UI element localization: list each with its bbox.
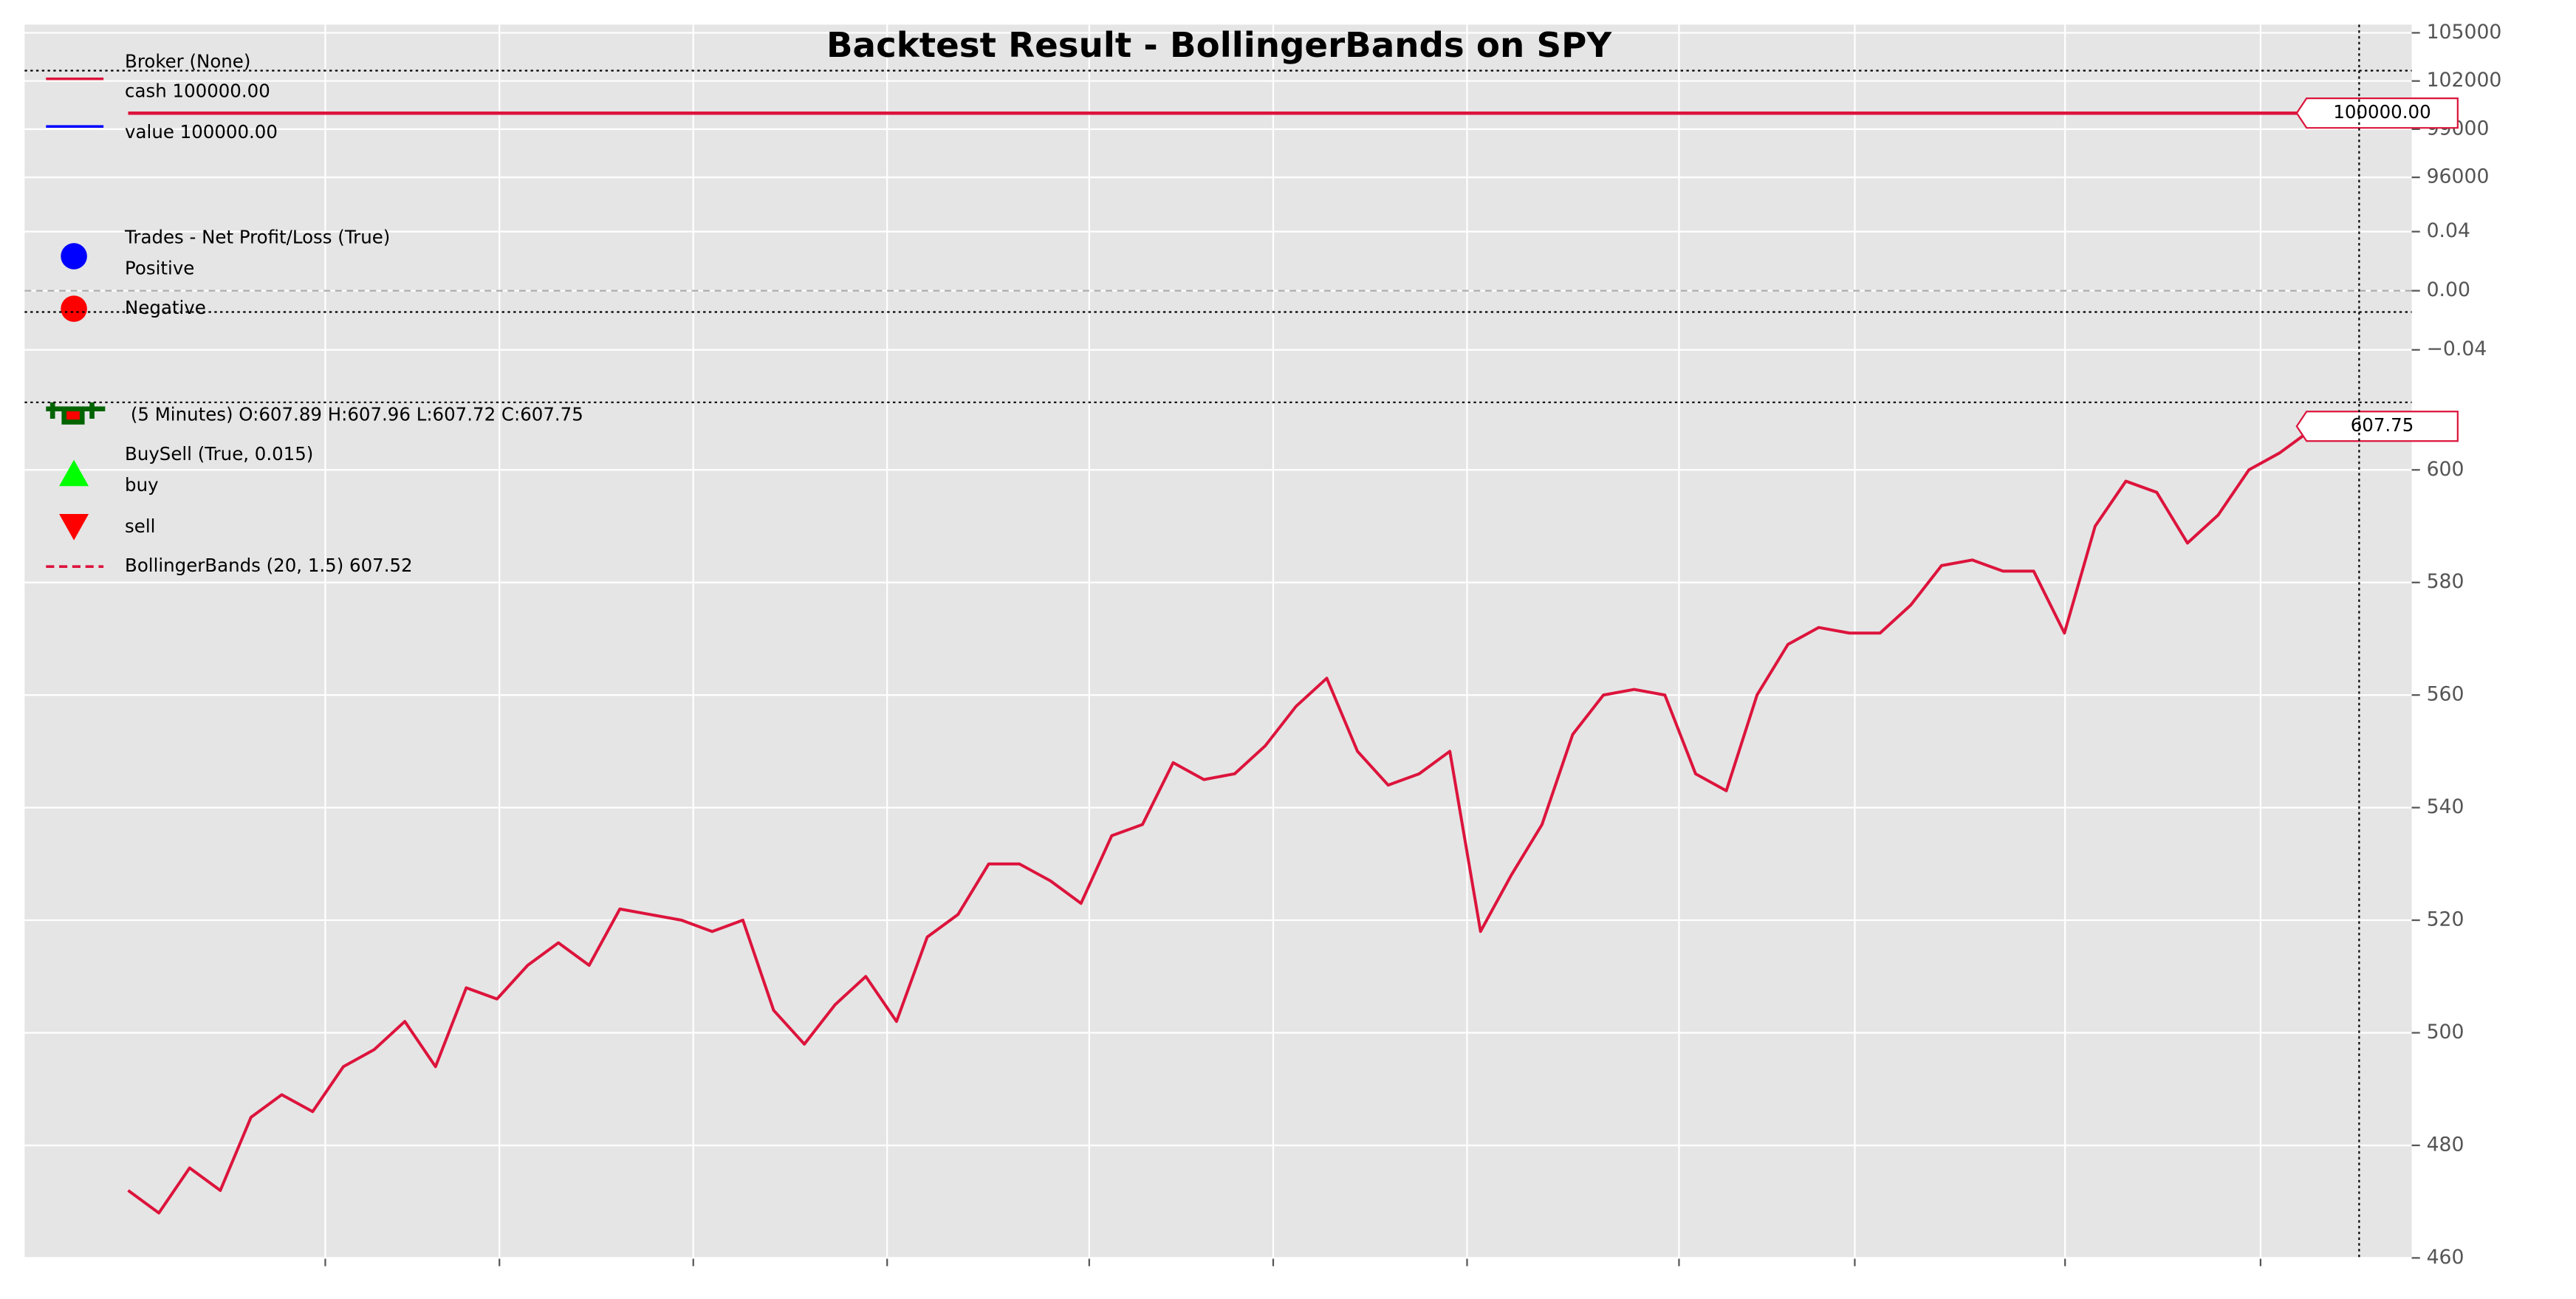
- legend-label: value 100000.00: [125, 121, 278, 143]
- legend-label: cash 100000.00: [125, 80, 270, 102]
- legend-label: Trades - Net Profit/Loss (True): [124, 226, 390, 247]
- label-box: [2295, 97, 2459, 129]
- y-tick-label: 580: [2427, 570, 2464, 593]
- legend-label: sell: [125, 515, 155, 537]
- legend-marker: [59, 514, 89, 541]
- label-text: 100000.00: [2333, 101, 2431, 123]
- legend-label: BuySell (True, 0.015): [125, 443, 313, 465]
- y-tick-label: 600: [2427, 458, 2464, 481]
- legend-marker: [59, 459, 89, 487]
- legend-marker: [61, 243, 87, 270]
- legend-label: Negative: [125, 297, 206, 318]
- overlay: [24, 24, 2412, 1258]
- y-tick-label: 102000: [2427, 69, 2502, 92]
- y-tick-label: 105000: [2427, 21, 2502, 44]
- legend-label: BollingerBands (20, 1.5) 607.52: [125, 555, 413, 576]
- last-value-label: 100000.00: [2295, 97, 2459, 129]
- y-tick-label: 0.00: [2427, 278, 2470, 301]
- y-tick-label: 560: [2427, 683, 2464, 706]
- legend-label: (5 Minutes) O:607.89 H:607.96 L:607.72 C…: [125, 404, 583, 425]
- y-tick-label: 0.04: [2427, 219, 2470, 242]
- plot-area: [24, 24, 2412, 1258]
- y-tick-label: 96000: [2427, 165, 2490, 188]
- legend-label: Broker (None): [125, 51, 250, 72]
- series-line: [127, 425, 2342, 1215]
- legend-marker: [61, 295, 87, 322]
- y-tick-label: 460: [2427, 1246, 2464, 1269]
- legend-label: Positive: [125, 258, 194, 279]
- last-value-label: 607.75: [2295, 411, 2459, 442]
- y-tick-label: 520: [2427, 908, 2464, 931]
- y-tick-label: 480: [2427, 1133, 2464, 1156]
- legend-marker: [46, 402, 106, 425]
- y-tick-label: 540: [2427, 795, 2464, 818]
- y-tick-label: −0.04: [2427, 337, 2487, 360]
- label-text: 607.75: [2351, 414, 2414, 436]
- legend-label: buy: [125, 474, 159, 496]
- label-box: [2295, 411, 2459, 442]
- chart-title: Backtest Result - BollingerBands on SPY: [826, 26, 1612, 66]
- y-tick-label: 500: [2427, 1021, 2464, 1043]
